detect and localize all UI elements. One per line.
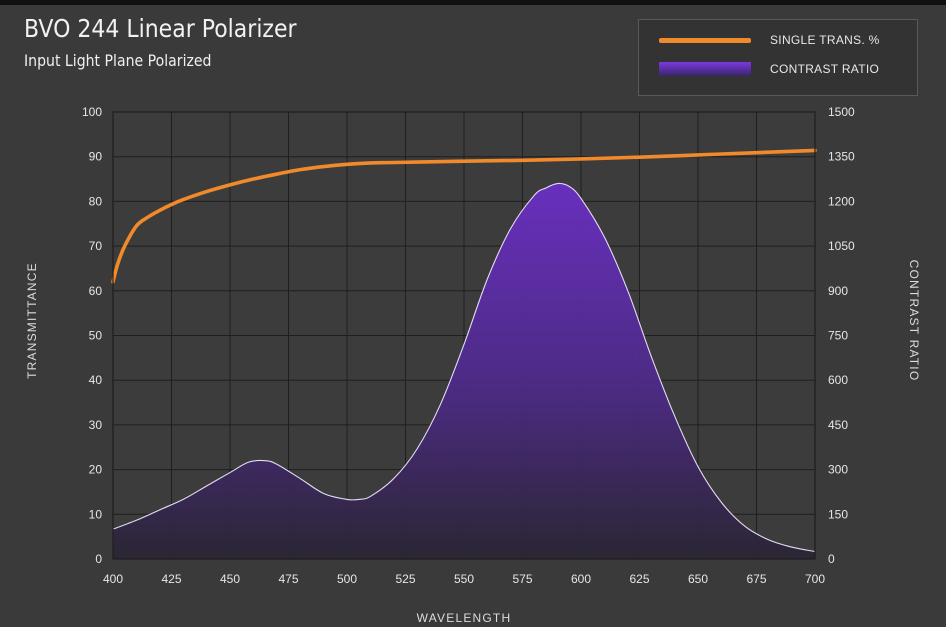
- y-tick-label: 20: [89, 463, 103, 477]
- legend-swatch-single-trans: [659, 38, 751, 43]
- x-tick-label: 450: [220, 572, 240, 586]
- y-tick-label: 0: [95, 552, 102, 566]
- contrast-ratio-area: [113, 183, 815, 559]
- x-tick-label: 650: [688, 572, 708, 586]
- x-tick-label: 400: [103, 572, 123, 586]
- x-tick-label: 550: [454, 572, 474, 586]
- legend-item-single-trans: SINGLE TRANS. %: [639, 31, 917, 51]
- y2-tick-label: 1350: [828, 150, 855, 164]
- legend-item-contrast-ratio: CONTRAST RATIO: [639, 60, 917, 80]
- x-tick-label: 575: [512, 572, 532, 586]
- x-tick-label: 500: [337, 572, 357, 586]
- x-tick-label: 675: [746, 572, 766, 586]
- y2-axis-title: CONTRAST RATIO: [907, 260, 921, 382]
- x-tick-label: 625: [629, 572, 649, 586]
- y2-tick-label: 0: [828, 552, 835, 566]
- y2-tick-label: 300: [828, 463, 848, 477]
- y2-tick-label: 750: [828, 329, 848, 343]
- plot-border: [112, 111, 816, 560]
- y2-tick-label: 1050: [828, 239, 855, 253]
- single-trans-line: [111, 148, 817, 284]
- y-axis-title: TRANSMITTANCE: [25, 262, 39, 379]
- x-tick-label: 475: [278, 572, 298, 586]
- legend: SINGLE TRANS. % CONTRAST RATIO: [638, 19, 918, 96]
- y-tick-label: 80: [89, 194, 103, 208]
- y-tick-label: 70: [89, 239, 103, 253]
- contrast-ratio-outline: [112, 182, 816, 553]
- y-tick-label: 90: [89, 150, 103, 164]
- y2-tick-label: 900: [828, 284, 848, 298]
- y-tick-label: 100: [82, 105, 102, 119]
- x-tick-label: 525: [395, 572, 415, 586]
- legend-swatch-contrast-ratio: [659, 62, 751, 76]
- y2-tick-label: 150: [828, 507, 848, 521]
- chart-title: BVO 244 Linear Polarizer: [24, 14, 297, 43]
- x-axis-title: WAVELENGTH: [417, 611, 512, 625]
- y-tick-label: 10: [89, 507, 103, 521]
- y2-tick-label: 1200: [828, 194, 855, 208]
- y2-tick-label: 1500: [828, 105, 855, 119]
- y2-tick-label: 450: [828, 418, 848, 432]
- x-tick-label: 600: [571, 572, 591, 586]
- y2-tick-label: 600: [828, 373, 848, 387]
- y-tick-label: 60: [89, 284, 103, 298]
- y-tick-label: 40: [89, 373, 103, 387]
- legend-label-single-trans: SINGLE TRANS. %: [770, 33, 880, 47]
- y-tick-label: 30: [89, 418, 103, 432]
- x-tick-label: 700: [805, 572, 825, 586]
- tick-labels: 400 425 450 475 500 525 550 575 600 625 650 675 7000…: [82, 105, 855, 586]
- y-tick-label: 50: [89, 329, 103, 343]
- legend-label-contrast-ratio: CONTRAST RATIO: [770, 62, 880, 76]
- top-bar: [0, 0, 946, 5]
- chart-subtitle: Input Light Plane Polarized: [24, 51, 212, 70]
- x-tick-label: 425: [161, 572, 181, 586]
